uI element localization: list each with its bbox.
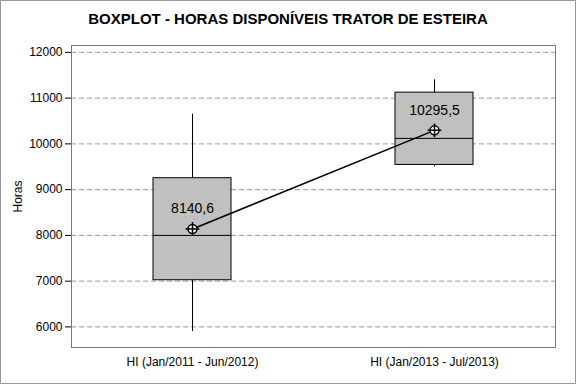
- svg-text:8000: 8000: [36, 228, 63, 242]
- svg-text:10000: 10000: [29, 137, 63, 151]
- svg-text:10295,5: 10295,5: [409, 102, 460, 118]
- svg-text:11000: 11000: [30, 91, 63, 105]
- svg-text:Horas: Horas: [11, 180, 25, 212]
- svg-text:6000: 6000: [36, 320, 63, 334]
- svg-text:HI (Jan/2011 - Jun/2012): HI (Jan/2011 - Jun/2012): [127, 355, 259, 369]
- svg-text:7000: 7000: [36, 274, 63, 288]
- svg-text:HI (Jan/2013 - Jul/2013): HI (Jan/2013 - Jul/2013): [370, 355, 499, 369]
- html-text:BOXPLOT - HORAS DISPONÍVEIS TR: BOXPLOT - HORAS DISPONÍVEIS TRATOR DE ES…: [88, 10, 488, 27]
- svg-text:8140,6: 8140,6: [171, 200, 214, 216]
- svg-text:9000: 9000: [36, 182, 63, 196]
- svg-text:12000: 12000: [29, 45, 63, 59]
